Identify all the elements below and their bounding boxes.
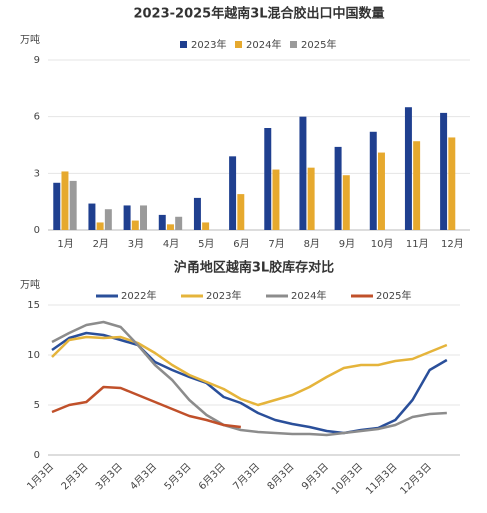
bar bbox=[140, 205, 147, 230]
line bbox=[51, 320, 447, 437]
bar bbox=[264, 128, 272, 230]
x-tick-label: 6月 bbox=[233, 238, 249, 250]
x-tick-label: 8月3日 bbox=[265, 461, 297, 493]
legend-swatch bbox=[180, 41, 187, 48]
x-tick-label: 8月 bbox=[304, 238, 320, 250]
bar bbox=[202, 222, 210, 230]
legend-label: 2023年 bbox=[206, 289, 241, 302]
bar bbox=[229, 156, 237, 230]
x-tick-label: 10月 bbox=[371, 238, 394, 250]
x-tick-label: 1月 bbox=[57, 238, 73, 250]
bar bbox=[342, 175, 350, 230]
y-tick-label: 6 bbox=[34, 112, 40, 123]
y-tick-label: 5 bbox=[34, 400, 40, 411]
y-tick-label: 9 bbox=[34, 55, 40, 66]
bar bbox=[96, 222, 104, 230]
bar bbox=[193, 197, 201, 230]
x-tick-label: 9月 bbox=[339, 238, 355, 250]
y-axis-label: 万吨 bbox=[20, 33, 40, 46]
y-tick-label: 10 bbox=[27, 350, 40, 361]
bar bbox=[104, 209, 112, 230]
bar bbox=[158, 214, 166, 230]
bar bbox=[166, 224, 174, 230]
x-tick-label: 11月 bbox=[406, 238, 429, 250]
bar bbox=[369, 131, 377, 230]
bar bbox=[448, 137, 456, 230]
bar bbox=[175, 216, 183, 230]
chart-title: 2023-2025年越南3L混合胶出口中国数量 bbox=[133, 6, 384, 22]
bar bbox=[440, 112, 448, 230]
bar bbox=[123, 205, 131, 230]
x-tick-label: 1月3日 bbox=[25, 461, 57, 493]
bar bbox=[88, 203, 96, 230]
line bbox=[51, 335, 448, 407]
x-tick-label: 12月 bbox=[441, 238, 464, 250]
legend-label: 2024年 bbox=[291, 289, 326, 302]
line bbox=[51, 331, 448, 435]
x-tick-label: 5月3日 bbox=[162, 461, 194, 493]
bar bbox=[307, 167, 315, 230]
y-axis-label: 万吨 bbox=[20, 278, 40, 291]
x-tick-label: 2月 bbox=[93, 238, 109, 250]
legend-swatch bbox=[235, 41, 242, 48]
legend-label: 2023年 bbox=[191, 38, 226, 51]
y-tick-label: 0 bbox=[34, 450, 40, 461]
y-tick-label: 15 bbox=[27, 300, 40, 311]
x-tick-label: 6月3日 bbox=[196, 461, 228, 493]
x-tick-label: 3月 bbox=[128, 238, 144, 250]
line bbox=[51, 385, 241, 429]
legend-label: 2025年 bbox=[376, 289, 411, 302]
x-tick-label: 4月3日 bbox=[128, 461, 160, 493]
legend-swatch bbox=[290, 41, 297, 48]
x-tick-label: 11月3日 bbox=[363, 461, 399, 497]
bar bbox=[272, 169, 280, 230]
bar bbox=[299, 116, 307, 230]
x-tick-label: 12月3日 bbox=[398, 461, 434, 497]
legend-label: 2025年 bbox=[301, 38, 336, 51]
x-tick-label: 9月3日 bbox=[299, 461, 331, 493]
bar bbox=[413, 141, 421, 230]
x-tick-label: 7月3日 bbox=[231, 461, 263, 493]
bar bbox=[334, 146, 342, 230]
legend-label: 2024年 bbox=[246, 38, 281, 51]
bar bbox=[404, 107, 412, 230]
y-tick-label: 0 bbox=[34, 225, 40, 236]
bar bbox=[237, 194, 245, 230]
x-tick-label: 4月 bbox=[163, 238, 179, 250]
x-tick-label: 2月3日 bbox=[59, 461, 91, 493]
legend-label: 2022年 bbox=[121, 289, 156, 302]
bar bbox=[61, 171, 69, 230]
x-tick-label: 3月3日 bbox=[93, 461, 125, 493]
bar bbox=[377, 152, 385, 230]
bar bbox=[53, 182, 61, 230]
chart-title: 沪甬地区越南3L胶库存对比 bbox=[174, 260, 334, 276]
bar bbox=[131, 220, 139, 230]
x-tick-label: 5月 bbox=[198, 238, 214, 250]
y-tick-label: 3 bbox=[34, 168, 40, 179]
x-tick-label: 10月3日 bbox=[329, 461, 365, 497]
x-tick-label: 7月 bbox=[268, 238, 284, 250]
bar bbox=[69, 180, 77, 230]
